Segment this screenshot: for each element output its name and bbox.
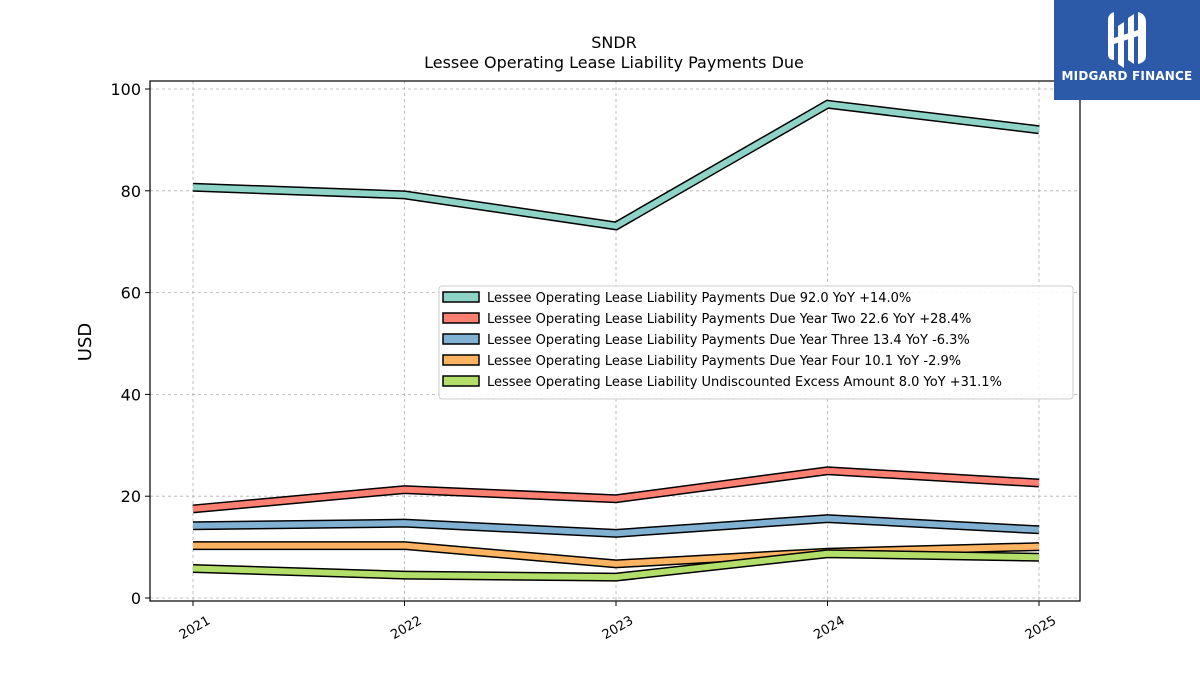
x-tick-label: 2024 — [811, 613, 847, 643]
legend-entry: Lessee Operating Lease Liability Payment… — [487, 291, 911, 306]
legend-swatch — [442, 375, 480, 387]
series-line — [192, 515, 1040, 537]
x-tick-label: 2021 — [177, 613, 213, 643]
legend-box — [438, 285, 1074, 400]
legend-entry: Lessee Operating Lease Liability Payment… — [487, 312, 971, 327]
y-tick-label: 0 — [131, 589, 141, 608]
series-line — [192, 550, 1040, 581]
y-tick-label: 60 — [121, 284, 141, 303]
legend-swatch — [442, 354, 480, 366]
y-axis-label: USD — [75, 323, 96, 361]
x-tick-label: 2025 — [1023, 613, 1059, 643]
series-lines — [192, 99, 1040, 582]
chart-subtitle: Lessee Operating Lease Liability Payment… — [424, 53, 804, 72]
legend: Lessee Operating Lease Liability Payment… — [438, 285, 1074, 400]
legend-entry: Lessee Operating Lease Liability Payment… — [487, 354, 961, 369]
brand-name: MIDGARD FINANCE — [1061, 69, 1193, 83]
legend-swatch — [442, 291, 480, 303]
legend-entry: Lessee Operating Lease Liability Payment… — [487, 333, 970, 348]
y-tick-label: 40 — [121, 385, 141, 404]
series-line — [193, 542, 1040, 567]
legend-swatch — [442, 312, 480, 324]
series-line — [192, 467, 1040, 512]
plot-frame — [149, 80, 1081, 602]
legend-swatch — [442, 333, 480, 345]
series-line — [192, 101, 1040, 230]
midgard-logo-icon — [1108, 12, 1146, 68]
x-tick-label: 2023 — [600, 613, 636, 643]
y-tick-label: 20 — [121, 487, 141, 506]
y-axis-ticks: 0 20 40 60 80 100 — [110, 80, 150, 608]
chart-title: SNDR — [591, 33, 637, 52]
x-tick-label: 2022 — [388, 613, 424, 643]
x-axis-ticks: 2021 2022 2023 2024 2025 — [177, 601, 1059, 643]
y-tick-label: 100 — [110, 80, 141, 99]
y-tick-label: 80 — [121, 182, 141, 201]
brand-logo: MIDGARD FINANCE — [1054, 0, 1200, 100]
legend-entry: Lessee Operating Lease Liability Undisco… — [487, 375, 1002, 390]
